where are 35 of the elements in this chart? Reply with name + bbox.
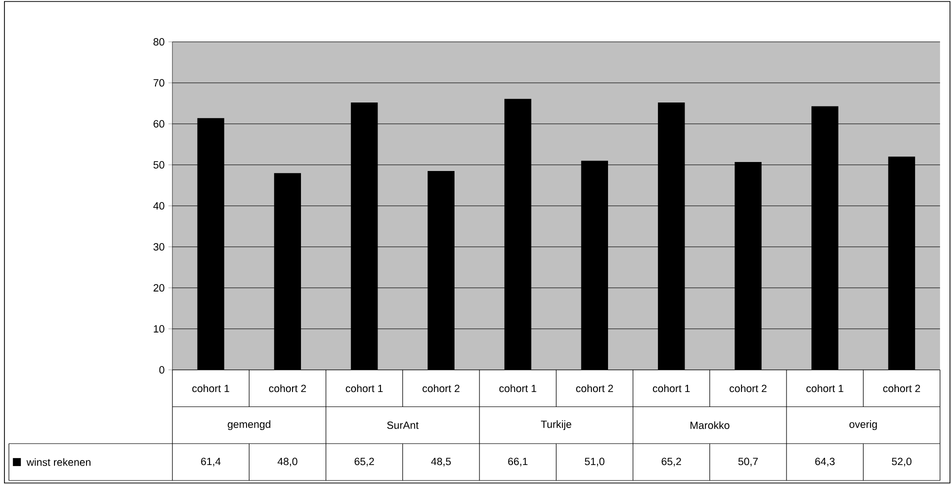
- y-tick-label: 50: [154, 161, 164, 169]
- data-label: 65,2: [662, 458, 682, 467]
- text: Marokko: [690, 422, 730, 430]
- x-tick-label: cohort 1: [346, 384, 383, 392]
- data-label: 50,7: [738, 458, 758, 467]
- data-label: 65,2: [354, 458, 374, 467]
- data-label: 52,0: [892, 458, 912, 467]
- x-tick-label: cohort 2: [576, 384, 613, 392]
- x-tick-label: cohort 2: [422, 384, 460, 392]
- x-tick-label: cohort 2: [269, 384, 306, 392]
- x-tick-label: cohort 1: [652, 384, 690, 392]
- text: gemengd: [228, 420, 270, 430]
- x-tick-label: cohort 2: [730, 384, 766, 392]
- data-label: 48,0: [278, 458, 298, 467]
- data-label: 51,0: [584, 458, 604, 467]
- y-tick-label: 80: [154, 38, 164, 46]
- text: SurAnt: [387, 422, 419, 430]
- x-tick-label: cohort 1: [806, 384, 844, 392]
- x-tick-label: cohort 2: [883, 384, 920, 392]
- y-tick-label: 30: [153, 243, 164, 251]
- text: overig: [849, 420, 877, 430]
- legend-label: winst rekenen: [26, 458, 90, 466]
- y-tick-label: 60: [154, 120, 164, 128]
- data-label: 61,4: [201, 458, 221, 467]
- text: Turkije: [540, 420, 572, 430]
- y-tick-label: 20: [154, 284, 164, 292]
- x-tick-label: cohort 1: [499, 384, 536, 392]
- x-tick-label: cohort 1: [192, 384, 230, 392]
- data-label: 48,5: [431, 458, 451, 467]
- data-label: 66,1: [508, 458, 528, 467]
- y-tick-label: 70: [154, 79, 164, 87]
- data-label: 64,3: [815, 458, 835, 467]
- y-tick-label: 10: [154, 325, 164, 333]
- y-tick-label: 0: [159, 366, 164, 374]
- y-tick-label: 40: [153, 202, 164, 210]
